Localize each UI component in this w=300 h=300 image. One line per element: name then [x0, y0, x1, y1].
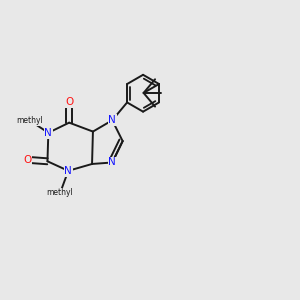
Text: methyl: methyl — [46, 188, 73, 197]
Text: methyl: methyl — [16, 116, 43, 125]
Text: O: O — [65, 98, 73, 107]
Text: O: O — [23, 155, 32, 165]
Text: N: N — [108, 158, 116, 167]
Text: N: N — [108, 115, 116, 125]
Text: N: N — [64, 166, 72, 176]
Text: N: N — [44, 128, 52, 138]
